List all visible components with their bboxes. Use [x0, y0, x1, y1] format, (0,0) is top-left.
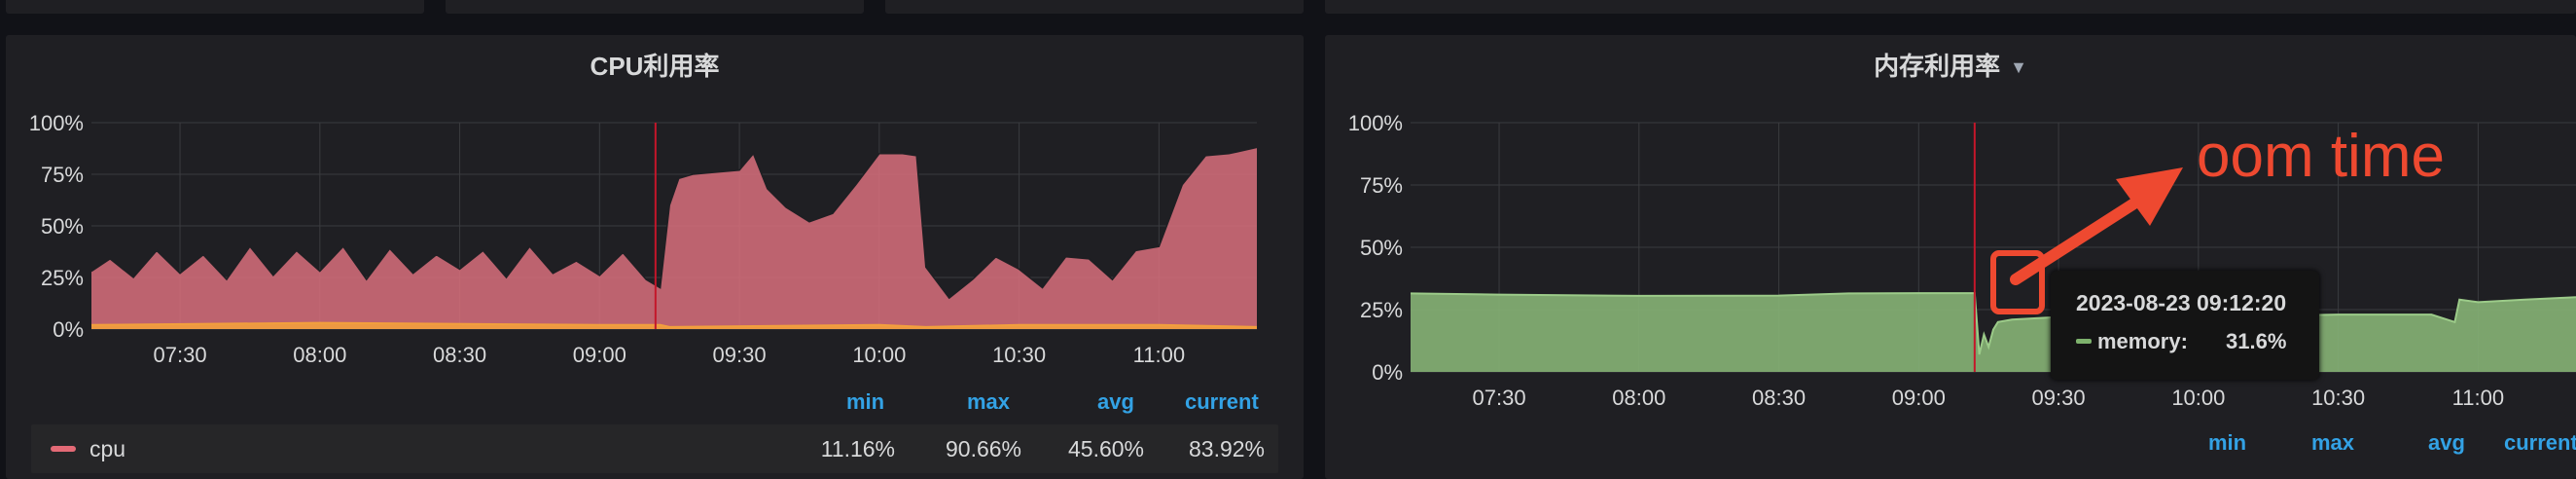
y-tick-label: 25% [41, 266, 84, 290]
x-tick-label: 10:00 [2171, 386, 2225, 410]
cpu-panel-title[interactable]: CPU利用率 [590, 52, 720, 81]
x-tick-label: 09:00 [1892, 386, 1946, 410]
series-line-cpu-low [90, 321, 1258, 328]
y-tick-label: 100% [29, 111, 84, 135]
x-tick-label: 10:30 [2311, 386, 2365, 410]
x-tick-label: 07:30 [154, 343, 207, 367]
legend-header-min[interactable]: min [846, 389, 885, 414]
legend-header-max[interactable]: max [2311, 430, 2355, 455]
annotation-text: oom time [2197, 123, 2445, 190]
panel-stub [1325, 0, 2576, 14]
x-tick-label: 08:00 [293, 343, 346, 367]
y-tick-label: 50% [1360, 236, 1403, 260]
tooltip-series: memory: [2097, 329, 2188, 353]
series-area-cpu-low [91, 322, 1257, 329]
y-tick-label: 100% [1348, 111, 1403, 135]
x-tick-label: 10:30 [992, 343, 1046, 367]
legend-value-min: 11.16% [820, 436, 895, 461]
memory-panel-title[interactable]: 内存利用率 ▼ [1325, 47, 2576, 83]
tooltip-time: 2023-08-23 09:12:20 [2076, 290, 2287, 315]
cpu-series-swatch [51, 446, 76, 452]
legend-value-max: 90.66% [945, 436, 1021, 461]
series-line-cpu [90, 146, 1258, 300]
x-tick-label: 10:00 [852, 343, 906, 367]
legend-value-current: 83.92% [1188, 436, 1265, 461]
legend-header-current[interactable]: current [2504, 430, 2576, 455]
legend-row-cpu[interactable]: cpu 11.16% 90.66% 45.60% 83.92% [31, 424, 1278, 473]
panel-stub [446, 0, 864, 14]
cpu-panel: CPU利用率 0% 25% 50% 75% 100% 07:30 08:00 08:30 09:… [6, 35, 1304, 479]
series-line-memory [1410, 292, 2576, 355]
x-tick-label: 09:00 [573, 343, 626, 367]
legend-header-max[interactable]: max [967, 389, 1011, 414]
series-area-cpu [91, 147, 1257, 329]
y-tick-label: 0% [53, 317, 84, 342]
legend-header-avg[interactable]: avg [1097, 389, 1134, 414]
memory-panel: 内存利用率 ▼ 0% 25% 50% 75% 100% 07:30 08:00 08:30 09:… [1325, 35, 2576, 479]
x-tick-label: 07:30 [1473, 386, 1526, 410]
x-tick-label: 08:30 [1752, 386, 1806, 410]
legend-header-min[interactable]: min [2208, 430, 2247, 455]
y-tick-label: 25% [1360, 298, 1403, 322]
legend-series-name[interactable]: cpu [89, 436, 126, 461]
memory-panel-title-text[interactable]: 内存利用率 [1874, 52, 2001, 81]
y-tick-label: 50% [41, 214, 84, 239]
y-tick-label: 75% [41, 163, 84, 187]
graph-tooltip: 2023-08-23 09:12:20 memory: 31.6% [2051, 271, 2319, 380]
caret-down-icon[interactable]: ▼ [2010, 57, 2027, 77]
legend-value-avg: 45.60% [1067, 436, 1144, 461]
memory-chart[interactable]: 0% 25% 50% 75% 100% 07:30 08:00 08:30 09:00 09:30… [1325, 35, 2576, 424]
memory-series-swatch [2076, 339, 2092, 344]
x-tick-label: 11:00 [1133, 343, 1185, 367]
x-tick-label: 09:30 [2032, 386, 2086, 410]
panel-stub [885, 0, 1304, 14]
y-tick-label: 75% [1360, 173, 1403, 198]
legend-header-avg[interactable]: avg [2428, 430, 2465, 455]
legend-header-current[interactable]: current [1185, 389, 1259, 414]
cpu-chart[interactable]: 0% 25% 50% 75% 100% 07:30 08:00 08:30 09:00 09:30… [6, 35, 1304, 376]
x-tick-label: 08:30 [433, 343, 486, 367]
x-tick-label: 11:00 [2452, 386, 2504, 410]
y-tick-label: 0% [1372, 360, 1403, 385]
x-tick-label: 09:30 [713, 343, 767, 367]
panel-stub [6, 0, 424, 14]
tooltip-value: 31.6% [2226, 329, 2287, 353]
x-tick-label: 08:00 [1612, 386, 1665, 410]
